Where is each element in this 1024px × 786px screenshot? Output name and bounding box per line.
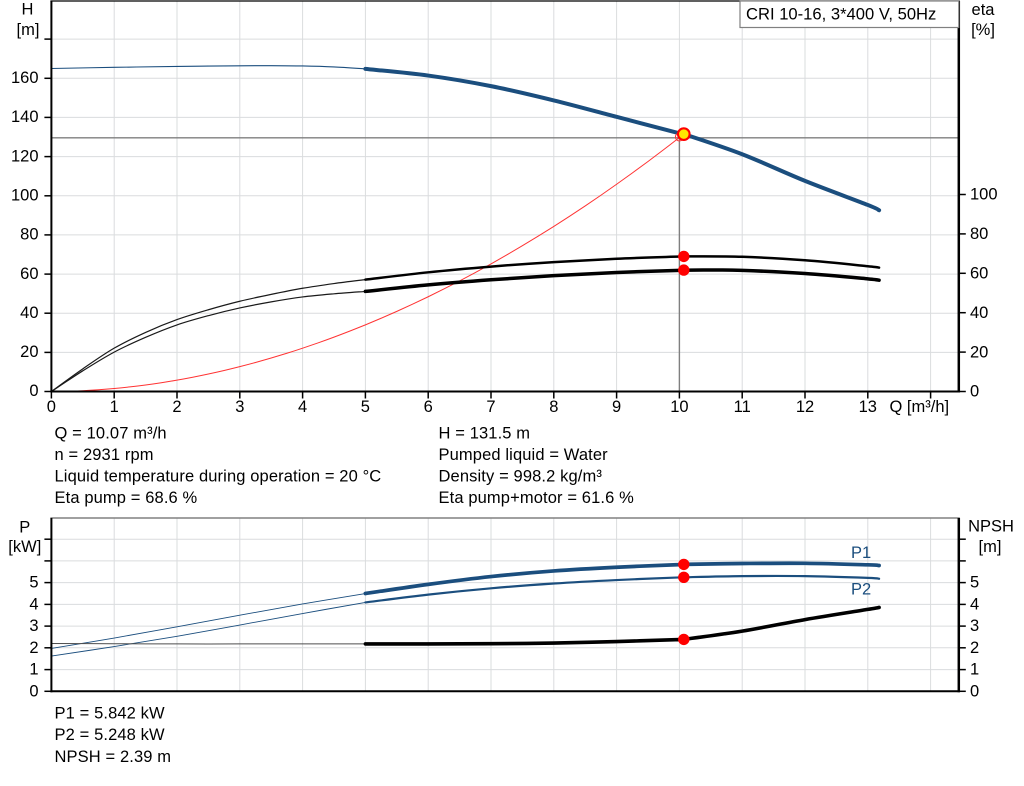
svg-text:P2 = 5.248 kW: P2 = 5.248 kW xyxy=(55,726,166,744)
svg-text:0: 0 xyxy=(970,383,979,401)
svg-text:2: 2 xyxy=(172,398,181,416)
svg-text:Liquid temperature during oper: Liquid temperature during operation = 20… xyxy=(55,468,382,486)
svg-text:40: 40 xyxy=(970,304,988,322)
svg-text:0: 0 xyxy=(47,398,56,416)
svg-text:NPSH: NPSH xyxy=(968,517,1014,535)
svg-text:H: H xyxy=(22,1,34,19)
svg-text:8: 8 xyxy=(549,398,558,416)
svg-text:80: 80 xyxy=(20,226,38,244)
svg-text:[%]: [%] xyxy=(971,21,995,39)
svg-text:4: 4 xyxy=(970,595,979,613)
svg-text:3: 3 xyxy=(235,398,244,416)
svg-text:Q [m³/h]: Q [m³/h] xyxy=(890,398,950,416)
svg-text:eta: eta xyxy=(972,1,996,19)
svg-text:100: 100 xyxy=(970,186,998,204)
svg-text:11: 11 xyxy=(734,398,751,416)
svg-text:10: 10 xyxy=(670,398,688,416)
svg-text:13: 13 xyxy=(859,398,877,416)
svg-text:0: 0 xyxy=(29,382,38,400)
svg-text:CRI 10-16, 3*400 V, 50Hz: CRI 10-16, 3*400 V, 50Hz xyxy=(746,5,936,24)
svg-text:20: 20 xyxy=(970,343,988,361)
svg-text:4: 4 xyxy=(298,398,307,416)
svg-text:80: 80 xyxy=(970,225,988,243)
svg-text:5: 5 xyxy=(361,398,370,416)
svg-text:Q = 10.07 m³/h: Q = 10.07 m³/h xyxy=(55,424,167,442)
svg-text:5: 5 xyxy=(29,574,38,592)
svg-text:120: 120 xyxy=(11,147,39,165)
svg-text:P: P xyxy=(19,519,30,537)
svg-text:3: 3 xyxy=(970,617,979,635)
svg-text:3: 3 xyxy=(29,617,38,635)
svg-text:60: 60 xyxy=(20,265,38,283)
svg-text:1: 1 xyxy=(110,398,119,416)
svg-text:7: 7 xyxy=(486,398,495,416)
svg-text:4: 4 xyxy=(29,595,38,613)
svg-text:Pumped liquid = Water: Pumped liquid = Water xyxy=(439,446,609,464)
svg-text:20: 20 xyxy=(20,343,38,361)
svg-text:2: 2 xyxy=(970,639,979,657)
svg-text:6: 6 xyxy=(424,398,433,416)
svg-text:Eta pump = 68.6 %: Eta pump = 68.6 % xyxy=(55,489,198,507)
svg-text:P1 = 5.842 kW: P1 = 5.842 kW xyxy=(55,705,166,723)
svg-text:P1: P1 xyxy=(851,544,871,562)
svg-text:9: 9 xyxy=(612,398,621,416)
svg-text:[m]: [m] xyxy=(17,21,40,39)
svg-text:NPSH = 2.39 m: NPSH = 2.39 m xyxy=(55,748,172,766)
svg-text:[kW]: [kW] xyxy=(8,538,41,556)
svg-text:0: 0 xyxy=(29,682,38,700)
svg-text:1: 1 xyxy=(970,661,979,679)
svg-text:[m]: [m] xyxy=(979,538,1002,556)
svg-text:2: 2 xyxy=(29,639,38,657)
svg-text:140: 140 xyxy=(11,108,39,126)
svg-text:40: 40 xyxy=(20,304,38,322)
svg-text:5: 5 xyxy=(970,574,979,592)
svg-text:100: 100 xyxy=(11,186,39,204)
svg-text:H = 131.5 m: H = 131.5 m xyxy=(439,424,531,442)
svg-text:1: 1 xyxy=(29,661,38,679)
svg-text:160: 160 xyxy=(11,69,39,87)
svg-text:60: 60 xyxy=(970,265,988,283)
svg-text:P2: P2 xyxy=(851,581,871,599)
svg-text:0: 0 xyxy=(970,682,979,700)
svg-text:Eta pump+motor = 61.6 %: Eta pump+motor = 61.6 % xyxy=(439,489,635,507)
svg-text:Density = 998.2 kg/m³: Density = 998.2 kg/m³ xyxy=(439,468,603,486)
svg-text:n = 2931 rpm: n = 2931 rpm xyxy=(55,446,154,464)
svg-text:12: 12 xyxy=(796,398,814,416)
